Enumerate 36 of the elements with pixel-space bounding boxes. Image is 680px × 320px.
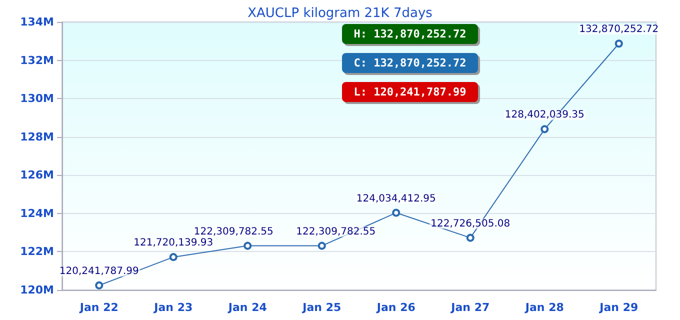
y-tick-label: 126M [20,168,54,182]
data-label: 121,720,139.93 [134,238,214,249]
x-tick-label: Jan 25 [302,301,342,314]
x-tick-label: Jan 24 [227,301,268,314]
chart-title: XAUCLP kilogram 21K 7days [248,6,433,21]
data-label: 132,870,252.72 [579,24,659,36]
data-label: 124,034,412.95 [356,193,436,204]
point [244,242,252,250]
point [540,125,549,134]
point [466,234,474,242]
annotation: H: 132,870,252.72 [354,28,466,40]
point [318,242,326,250]
data-label: 128,402,039.35 [504,110,584,121]
data-label: 122,309,782.55 [296,226,376,238]
annotation: L: 120,241,787.99 [354,86,466,98]
y-tick-label: 134M [20,16,54,28]
point [95,281,104,290]
y-tick-label: 128M [20,130,54,144]
annotation: C: 132,870,252.72 [354,56,466,70]
data-label: 122,309,782.55 [194,226,274,238]
y-tick-label: 132M [20,54,54,67]
x-tick-label: Jan 23 [153,301,193,314]
point [169,253,178,262]
y-tick-label: 120M [20,284,54,296]
x-tick-label: Jan 22 [78,301,118,314]
x-tick-label: Jan 27 [450,301,490,314]
x-tick-label: Jan 29 [598,301,638,314]
y-tick-label: 130M [20,92,54,106]
x-tick-label: Jan 28 [524,301,564,314]
y-tick-label: 124M [20,206,54,220]
data-label: 122,726,505.08 [430,218,510,230]
point [614,40,623,48]
data-label: 120,241,787.99 [59,266,139,277]
point [392,208,400,217]
y-tick-label: 122M [20,245,54,258]
x-tick-label: Jan 26 [376,301,416,314]
